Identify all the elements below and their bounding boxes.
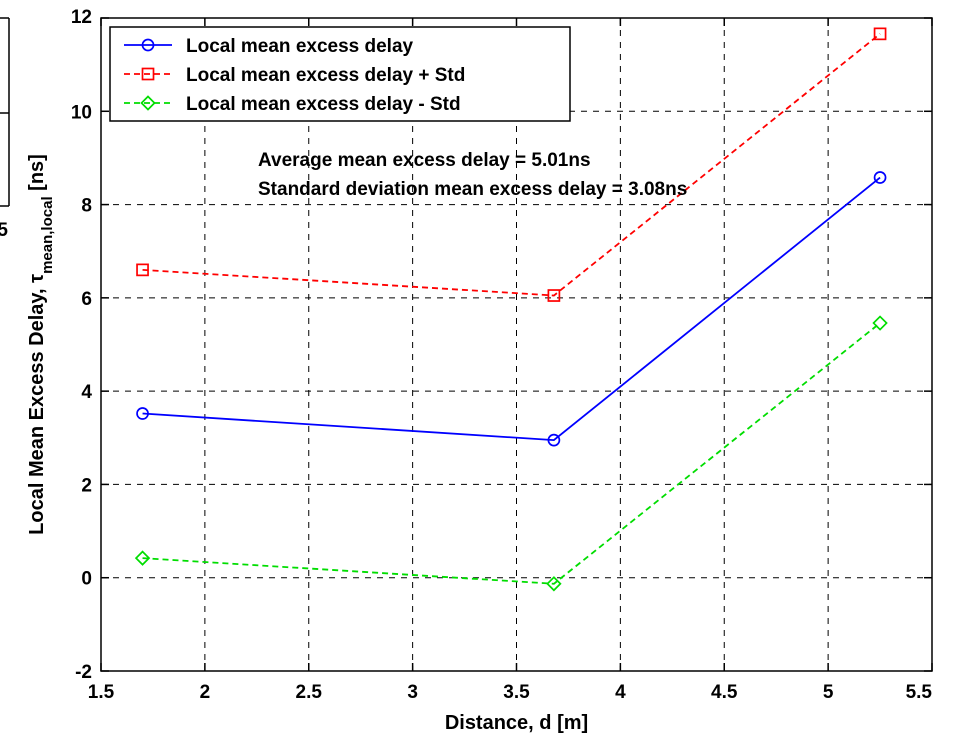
y-tick-label: 12 bbox=[71, 7, 92, 28]
data-point-diamond-marker bbox=[134, 550, 151, 566]
y-tick-label: 0 bbox=[81, 569, 92, 590]
y-tick-label: 4 bbox=[81, 382, 92, 403]
data-series bbox=[134, 27, 888, 592]
y-tick-label: 2 bbox=[81, 475, 92, 496]
series-1 bbox=[136, 171, 887, 447]
data-point-diamond-marker bbox=[546, 576, 562, 592]
series-2 bbox=[136, 27, 887, 302]
x-tick-label: 1.5 bbox=[88, 682, 115, 703]
axis-ticks: 1.5 2 2.5 3 3.5 4 4.5 5 5.5 -2 0 2 4 6 8 10 12 bbox=[71, 7, 933, 703]
legend-item-3: Local mean excess delay - Std bbox=[124, 94, 461, 115]
x-tick-label: 3 bbox=[407, 682, 418, 703]
series-line-2 bbox=[142, 33, 881, 297]
annotation-text: Average mean excess delay = 5.01ns bbox=[258, 150, 591, 171]
legend-diamond-marker bbox=[140, 95, 156, 111]
legend-label: Local mean excess delay + Std bbox=[186, 65, 465, 86]
x-tick-label: 2 bbox=[200, 682, 211, 703]
series-3 bbox=[134, 315, 888, 592]
data-point-circle-marker bbox=[547, 433, 561, 447]
x-axis-label: Distance, d [m] bbox=[445, 712, 588, 734]
x-tick-label: 3.5 bbox=[503, 682, 530, 703]
legend-circle-marker bbox=[141, 38, 155, 52]
y-axis-label: Local Mean Excess Delay, τmean,local [ns… bbox=[26, 154, 56, 535]
annotation-text: Standard deviation mean excess delay = 3… bbox=[258, 179, 687, 200]
y-axis-label-main: Local Mean Excess Delay, τ bbox=[26, 274, 48, 535]
y-tick-label: 6 bbox=[81, 289, 92, 310]
legend: Local mean excess delay Local mean excess… bbox=[109, 26, 571, 122]
grid bbox=[101, 18, 932, 671]
legend-label: Local mean excess delay - Std bbox=[186, 94, 461, 115]
x-tick-label: 2.5 bbox=[296, 682, 323, 703]
y-axis-label-unit: [ns] bbox=[26, 154, 48, 196]
left-panel-tick-label: 5 bbox=[0, 220, 8, 241]
left-panel-fragment: 5 bbox=[0, 17, 10, 241]
y-tick-label: 10 bbox=[71, 102, 92, 123]
x-tick-label: 5 bbox=[823, 682, 834, 703]
data-point-square-marker bbox=[547, 289, 561, 302]
legend-box bbox=[109, 26, 571, 122]
series-line-1 bbox=[142, 176, 881, 442]
annotations: Average mean excess delay = 5.01ns Standa… bbox=[258, 150, 687, 200]
legend-item-2: Local mean excess delay + Std bbox=[124, 65, 465, 86]
data-point-circle-marker bbox=[136, 407, 149, 420]
x-tick-label: 4.5 bbox=[711, 682, 738, 703]
series-line-3 bbox=[142, 322, 881, 585]
y-axis-label-subscript: mean,local bbox=[39, 196, 56, 274]
data-point-circle-marker bbox=[873, 171, 887, 184]
data-point-diamond-marker bbox=[872, 315, 888, 331]
legend-item-1: Local mean excess delay bbox=[124, 36, 414, 57]
y-tick-label: -2 bbox=[75, 662, 92, 683]
legend-label: Local mean excess delay bbox=[186, 36, 414, 57]
data-point-square-marker bbox=[136, 263, 149, 277]
x-tick-label: 4 bbox=[615, 682, 626, 703]
y-tick-label: 8 bbox=[81, 196, 92, 217]
legend-square-marker bbox=[141, 67, 155, 81]
data-point-square-marker bbox=[873, 27, 887, 41]
x-tick-label: 5.5 bbox=[906, 682, 933, 703]
